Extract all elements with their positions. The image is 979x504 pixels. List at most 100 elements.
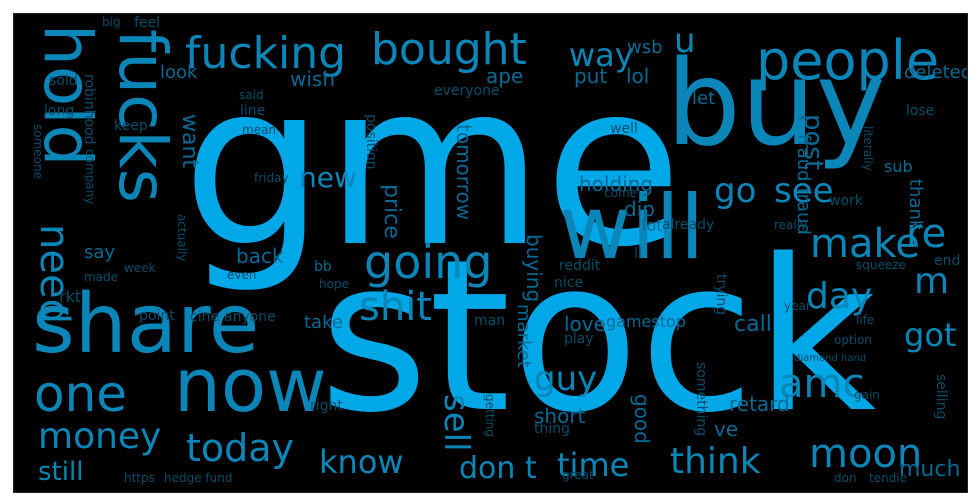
word-man: man — [474, 313, 506, 329]
word-option: option — [834, 333, 872, 347]
word-company: company — [83, 149, 97, 205]
word-way: way — [569, 36, 634, 74]
word-back: back — [236, 244, 284, 268]
word-ape: ape — [486, 64, 524, 88]
word-selling: selling — [933, 374, 949, 420]
word-everyone: everyone — [434, 83, 500, 99]
word-big: big — [102, 15, 121, 29]
word-see: see — [774, 171, 834, 211]
word-money: money — [38, 416, 162, 457]
word-people: people — [756, 29, 940, 92]
word-m: m — [914, 261, 950, 302]
word-moon: moon — [809, 431, 923, 477]
word-gme: gme — [182, 35, 683, 297]
word-said: said — [239, 88, 264, 102]
word-friday: friday — [254, 171, 289, 185]
word-make: make — [810, 221, 920, 267]
word-wsb: wsb — [627, 37, 663, 58]
word-robinhood: robinhood — [81, 74, 97, 145]
word-retard: retard — [729, 392, 790, 416]
word-literally: literally — [861, 126, 875, 171]
word-play: play — [564, 331, 594, 347]
word-now: now — [174, 343, 327, 429]
word-thing: thing — [534, 421, 571, 437]
word-even: even — [227, 268, 257, 282]
word-gain: gain — [854, 388, 880, 402]
word-bought: bought — [371, 24, 527, 75]
word-good: good — [630, 394, 654, 444]
word-buying: buying — [522, 234, 546, 303]
word-tomorrow: tomorrow — [452, 124, 476, 221]
word-day: day — [806, 276, 873, 317]
word-right: right — [310, 398, 343, 414]
word-https: https — [124, 471, 155, 485]
word-ll: ll — [634, 246, 642, 262]
word-anyone: anyone — [224, 309, 276, 325]
word-don-t: don t — [459, 451, 537, 486]
word-re: re — [906, 211, 947, 257]
word-someone: someone — [31, 124, 45, 179]
word-hedge-fund: hedge fund — [164, 471, 233, 485]
word-still: still — [38, 457, 84, 487]
word-cloud: gme stock buy will share hold fucks fucking boug… — [13, 13, 968, 493]
word-position: position — [363, 114, 379, 170]
word-much: much — [899, 457, 961, 482]
word-deleted: deleted — [904, 62, 968, 83]
word-fucking: fucking — [185, 28, 347, 79]
word-buy: buy — [666, 34, 886, 172]
word-sold: sold — [49, 73, 78, 89]
word-let: let — [692, 88, 716, 109]
word-thank: thank — [905, 179, 926, 231]
word-short: short — [534, 404, 586, 428]
word-nice: nice — [554, 275, 584, 291]
word-say: say — [84, 242, 116, 263]
word-great: great — [562, 468, 594, 482]
word-look: look — [160, 62, 198, 83]
word-got: got — [904, 316, 957, 354]
word-think: think — [670, 441, 761, 482]
word-rkt: rkt — [59, 287, 82, 306]
word-take: take — [304, 312, 343, 333]
word-guy: guy — [534, 359, 598, 399]
word-lot: lot — [642, 216, 663, 235]
word-know: know — [319, 443, 404, 481]
word-really: really — [774, 218, 808, 232]
word-cine: cine — [190, 309, 220, 325]
word-need: need — [31, 224, 77, 324]
word-getting: getting — [483, 394, 497, 437]
word-keep: keep — [114, 118, 148, 134]
word-well: well — [610, 121, 638, 137]
word-ve: ve — [714, 417, 739, 441]
word-point: point — [139, 308, 175, 324]
word-new: new — [299, 161, 357, 194]
word-time: time — [557, 446, 630, 484]
word-lose: lose — [906, 103, 935, 119]
word-squeeze: squeeze — [856, 258, 906, 272]
word-work: work — [829, 193, 863, 209]
word-u: u — [674, 21, 696, 61]
word-feel: feel — [134, 15, 161, 31]
word-long: long — [44, 103, 75, 119]
word-come: come — [604, 186, 638, 200]
word-one: one — [34, 365, 128, 423]
word-going: going — [364, 235, 493, 289]
word-love: love — [564, 312, 606, 336]
word-go: go — [714, 171, 757, 211]
word-fucks: fucks — [104, 29, 181, 203]
word-shit: shit — [359, 284, 432, 330]
word-diamond-hand: diamond hand — [794, 353, 867, 364]
word-holding: holding — [579, 172, 654, 196]
word-bb: bb — [314, 259, 332, 275]
word-amc: amc — [779, 361, 865, 407]
word-lol: lol — [626, 64, 650, 88]
word-made: made — [84, 270, 119, 284]
word-wish: wish — [290, 67, 336, 91]
word-sell: sell — [436, 394, 476, 452]
word-line: line — [240, 103, 266, 119]
word-something: something — [693, 362, 709, 437]
word-trying: trying — [713, 274, 729, 316]
word-share: share — [32, 277, 260, 372]
word-mean: mean — [242, 123, 277, 137]
word-end: end — [934, 253, 961, 269]
word-dip: dip — [624, 197, 655, 221]
